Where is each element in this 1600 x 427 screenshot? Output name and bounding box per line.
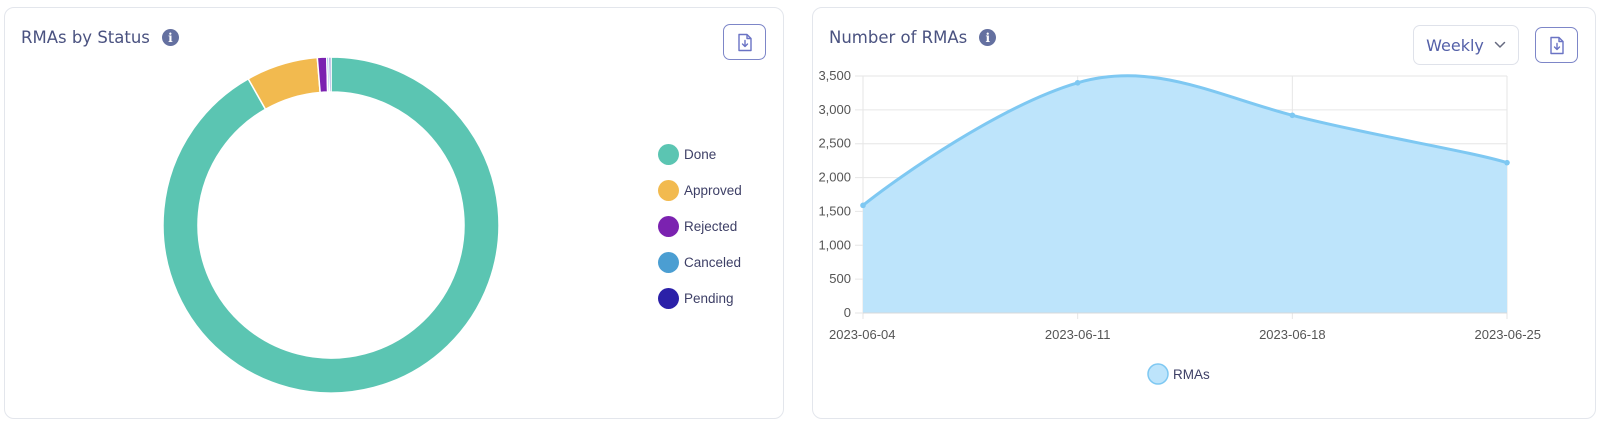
legend-label: Approved xyxy=(684,183,742,198)
legend-swatch-rmas[interactable] xyxy=(1147,363,1169,385)
y-tick-label: 2,000 xyxy=(818,170,851,185)
y-tick-label: 0 xyxy=(844,305,851,320)
legend-item-done[interactable]: Done xyxy=(658,144,716,165)
status-card-title-text: RMAs by Status xyxy=(21,28,150,47)
rma-card-title-text: Number of RMAs xyxy=(829,28,968,47)
rma-card-title: Number of RMAs i xyxy=(829,28,997,47)
legend-swatch xyxy=(658,144,679,165)
rmas-area-fill xyxy=(863,75,1507,313)
legend-label: Done xyxy=(684,147,717,162)
info-icon[interactable]: i xyxy=(161,29,179,46)
legend-label: Pending xyxy=(684,291,734,306)
rmas-data-point[interactable] xyxy=(1289,112,1296,119)
donut-slice-pending[interactable] xyxy=(328,56,332,93)
y-tick-label: 3,500 xyxy=(818,68,851,83)
status-export-button[interactable] xyxy=(723,24,766,60)
rmas-data-point[interactable] xyxy=(1074,79,1081,86)
y-tick-label: 500 xyxy=(829,271,851,286)
x-tick-label: 2023-06-18 xyxy=(1259,327,1326,342)
y-tick-label: 2,500 xyxy=(818,136,851,151)
x-tick-label: 2023-06-04 xyxy=(829,327,896,342)
info-icon[interactable]: i xyxy=(979,29,997,46)
rma-export-button[interactable] xyxy=(1535,27,1578,63)
x-tick-label: 2023-06-25 xyxy=(1475,327,1542,342)
legend-swatch xyxy=(658,288,679,309)
status-donut-chart xyxy=(162,56,500,394)
legend-label: Canceled xyxy=(684,255,742,270)
chevron-down-icon xyxy=(1494,41,1506,48)
rmas-area-chart: 0 500 1,000 1,500 2,000 2,500 3,000 3,500 2023-0… xyxy=(818,68,1542,385)
number-of-rmas-card: Number of RMAs i Weekly 0 500 1,000 1,500 2,… xyxy=(812,7,1596,419)
period-select-value: Weekly xyxy=(1426,35,1484,55)
legend-swatch xyxy=(658,252,679,273)
x-tick-label: 2023-06-11 xyxy=(1045,327,1111,342)
rmas-by-status-card: RMAs by Status i Done Approved Rejected Can… xyxy=(4,7,784,419)
donut-slice-done[interactable] xyxy=(162,56,500,394)
status-card-title: RMAs by Status i xyxy=(21,28,179,47)
legend-item-pending[interactable]: Pending xyxy=(658,288,734,309)
legend-item-approved[interactable]: Approved xyxy=(658,180,742,201)
y-tick-label: 3,000 xyxy=(818,102,851,117)
legend-label-rmas[interactable]: RMAs xyxy=(1173,367,1210,382)
period-select[interactable]: Weekly xyxy=(1413,25,1519,65)
legend-item-canceled[interactable]: Canceled xyxy=(658,252,741,273)
legend-swatch xyxy=(658,216,679,237)
legend-swatch xyxy=(658,180,679,201)
y-tick-label: 1,000 xyxy=(818,237,851,252)
legend-item-rejected[interactable]: Rejected xyxy=(658,216,737,237)
rmas-series-line xyxy=(862,74,1508,207)
rmas-data-point[interactable] xyxy=(1504,159,1510,166)
legend-label: Rejected xyxy=(684,219,738,234)
y-tick-label: 1,500 xyxy=(818,203,851,218)
rmas-data-point[interactable] xyxy=(860,202,866,209)
download-icon xyxy=(1549,36,1564,54)
download-icon xyxy=(737,33,752,51)
